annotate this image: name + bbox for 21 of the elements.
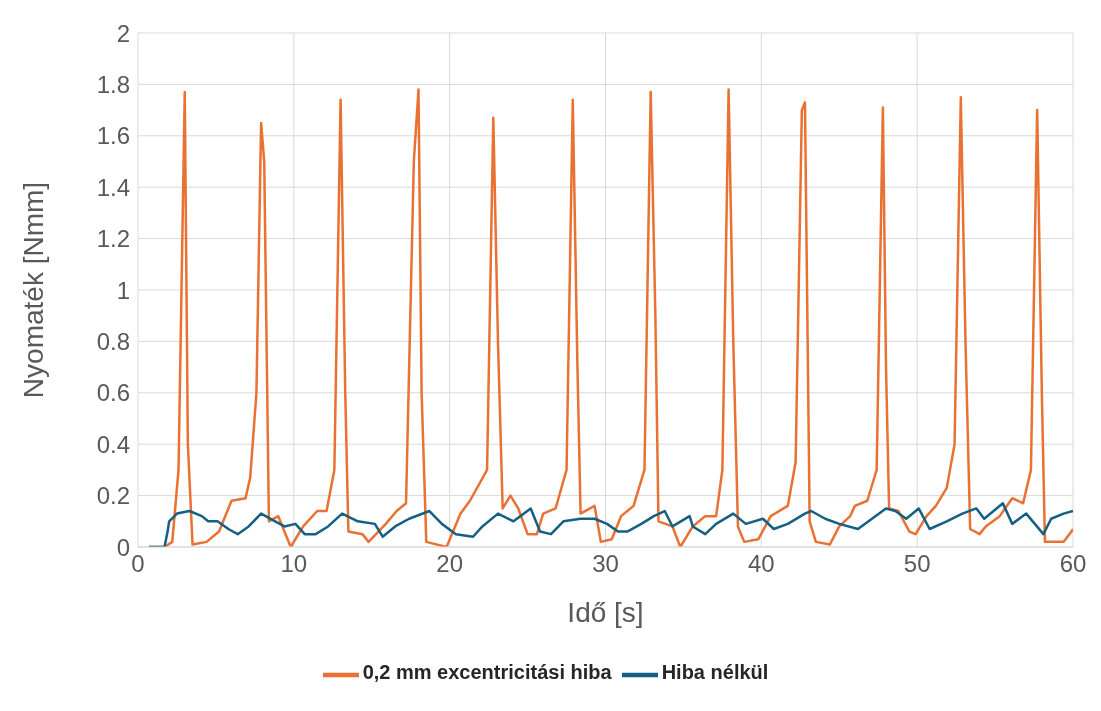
x-axis-title: Idő [s] bbox=[567, 596, 644, 628]
x-tick-label: 60 bbox=[1059, 550, 1087, 578]
y-tick-label: 1.8 bbox=[96, 70, 130, 98]
y-tick-label: 0 bbox=[116, 533, 130, 561]
y-tick-label: 1.2 bbox=[96, 225, 130, 253]
x-tick-label: 50 bbox=[903, 550, 931, 578]
x-tick-label: 30 bbox=[592, 550, 619, 578]
y-tick-label: 2 bbox=[116, 19, 130, 47]
y-tick-label: 0.2 bbox=[96, 482, 130, 510]
y-tick-label: 1.6 bbox=[96, 122, 130, 150]
y-tick-label: 0.8 bbox=[96, 327, 130, 355]
x-tick-label: 10 bbox=[280, 550, 308, 578]
legend-label: 0,2 mm excentricitási hiba bbox=[362, 661, 612, 684]
x-tick-label: 40 bbox=[747, 550, 775, 578]
y-tick-label: 0.4 bbox=[96, 430, 130, 458]
y-axis-title: Nyomaték [Nmm] bbox=[17, 181, 49, 399]
y-tick-label: 0.6 bbox=[96, 379, 130, 407]
x-tick-label: 20 bbox=[436, 550, 464, 578]
legend-label: Hiba nélkül bbox=[661, 661, 769, 684]
y-tick-label: 1.4 bbox=[96, 173, 130, 201]
y-tick-label: 1 bbox=[116, 276, 130, 304]
